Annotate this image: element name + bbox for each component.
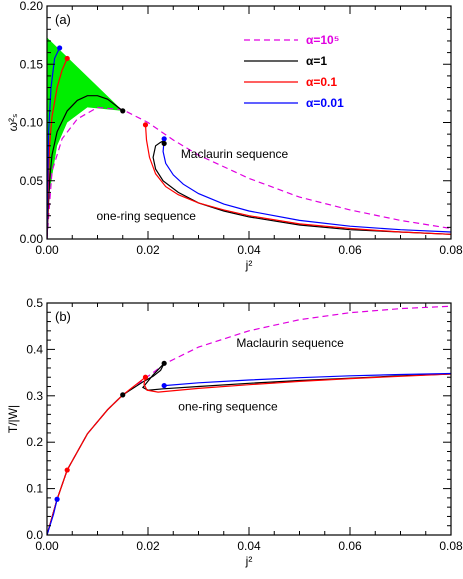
y-tick-label: 0.15 — [20, 57, 44, 71]
annotation-text: Maclaurin sequence — [181, 147, 289, 161]
x-tick-label: 0.00 — [35, 539, 59, 553]
series-line-3 — [141, 362, 451, 391]
axis-frame — [46, 5, 452, 240]
chart-panel-a: 0.00 0.02 0.04 0.06 0.08 0.00 0.05 0.10 0.15 0.20… — [6, 0, 463, 272]
data-marker-5 — [161, 136, 167, 142]
y-tick-label: 0.20 — [20, 0, 44, 13]
x-axis-label: j² — [245, 554, 253, 568]
series-line-3 — [152, 140, 451, 235]
x-tick-label: 0.02 — [136, 539, 160, 553]
x-tick-label: 0.06 — [338, 243, 362, 257]
data-marker-4 — [142, 122, 149, 128]
annotation-text: one-ring sequence — [96, 209, 196, 223]
data-marker-4 — [142, 374, 149, 380]
series-line-5 — [143, 373, 451, 393]
y-tick-label: 0.4 — [26, 342, 43, 356]
data-marker-6 — [161, 140, 167, 147]
y-tick-label: 0.5 — [26, 296, 43, 310]
shaded-region — [47, 37, 123, 239]
data-marker-1 — [57, 45, 63, 51]
data-marker-3 — [120, 392, 126, 398]
y-tick-label: 0.05 — [20, 174, 44, 188]
data-marker-3 — [120, 108, 126, 114]
series-line-5 — [144, 124, 451, 235]
annotation-text: Maclaurin sequence — [236, 336, 344, 350]
x-axis-label: j² — [245, 258, 253, 272]
data-marker-2 — [64, 467, 70, 473]
series-line-7 — [164, 372, 451, 387]
panel-label: (a) — [55, 12, 71, 27]
x-tick-label: 0.04 — [237, 243, 261, 257]
panel-label: (b) — [55, 309, 71, 324]
x-tick-label: 0.02 — [136, 243, 160, 257]
x-tick-label: 0.06 — [338, 539, 362, 553]
data-marker-5 — [161, 360, 167, 366]
x-tick-label: 0.08 — [439, 539, 463, 553]
data-marker-1 — [54, 496, 60, 502]
annotation-text: one-ring sequence — [178, 400, 278, 414]
series-line-7 — [162, 138, 451, 233]
x-tick-label: 0.00 — [35, 243, 59, 257]
x-tick-label: 0.08 — [439, 243, 463, 257]
legend-label: α=0.01 — [306, 96, 344, 110]
y-tick-label: 0.10 — [20, 116, 44, 130]
y-axis-label: ω²ₛ — [6, 114, 20, 132]
chart-panel-b: 0.00 0.02 0.04 0.06 0.08 0.0 0.1 0.2 0.3 0.4 0.5 j²… — [6, 296, 463, 568]
legend: α=10⁵ α=1 α=0.1 α=0.01 — [244, 33, 344, 110]
plot-area — [47, 305, 451, 535]
y-tick-label: 0.00 — [20, 232, 44, 246]
y-tick-label: 0.1 — [26, 482, 43, 496]
y-tick-label: 0.2 — [26, 435, 43, 449]
y-tick-label: 0.0 — [26, 528, 43, 542]
series-line-2 — [47, 95, 124, 239]
series-line-4 — [47, 376, 146, 535]
y-tick-label: 0.3 — [26, 389, 43, 403]
x-tick-label: 0.04 — [237, 539, 261, 553]
legend-label: α=0.1 — [306, 75, 337, 89]
legend-label: α=10⁵ — [306, 33, 339, 47]
data-marker-6 — [161, 382, 167, 389]
series-line-6 — [47, 499, 58, 535]
series-line-4 — [47, 58, 68, 239]
data-marker-2 — [64, 55, 70, 62]
legend-label: α=1 — [306, 54, 327, 68]
y-axis-label: T/|W| — [6, 405, 20, 433]
